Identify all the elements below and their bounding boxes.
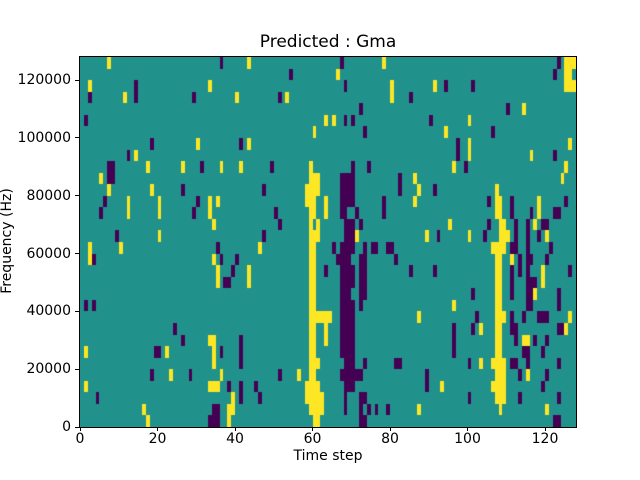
x-tick-mark [544,427,546,431]
y-tick-label: 0 [62,419,71,435]
x-tick-label: 0 [75,431,85,447]
x-tick-label: 60 [303,431,322,447]
y-tick-mark [75,426,79,428]
y-tick-label: 20000 [26,361,71,378]
x-tick-label: 100 [454,431,481,447]
y-tick-mark [75,195,79,197]
plot-area [79,56,577,428]
x-tick-mark [467,427,468,431]
chart-title: Predicted : Gma [259,32,397,52]
y-tick-label: 120000 [17,72,71,89]
x-axis-label: Time step [293,448,363,464]
x-tick-label: 80 [381,431,399,447]
x-tick-label: 20 [148,431,167,447]
y-tick-mark [75,310,79,312]
y-tick-label: 100000 [17,129,71,146]
x-tick-mark [79,427,81,431]
y-tick-label: 40000 [26,303,71,320]
y-tick-mark [75,253,79,255]
x-tick-label: 120 [531,431,559,447]
x-tick-label: 40 [226,431,244,447]
x-tick-mark [389,427,391,431]
heatmap-canvas [80,57,576,427]
y-tick-mark [75,368,79,370]
x-tick-mark [312,427,313,431]
y-tick-mark [75,79,79,81]
y-tick-mark [75,137,79,139]
y-axis-label: Frequency (Hz) [0,188,15,294]
y-tick-label: 60000 [26,245,71,262]
x-tick-mark [234,427,236,431]
y-tick-label: 80000 [26,187,71,204]
x-tick-mark [157,427,158,431]
